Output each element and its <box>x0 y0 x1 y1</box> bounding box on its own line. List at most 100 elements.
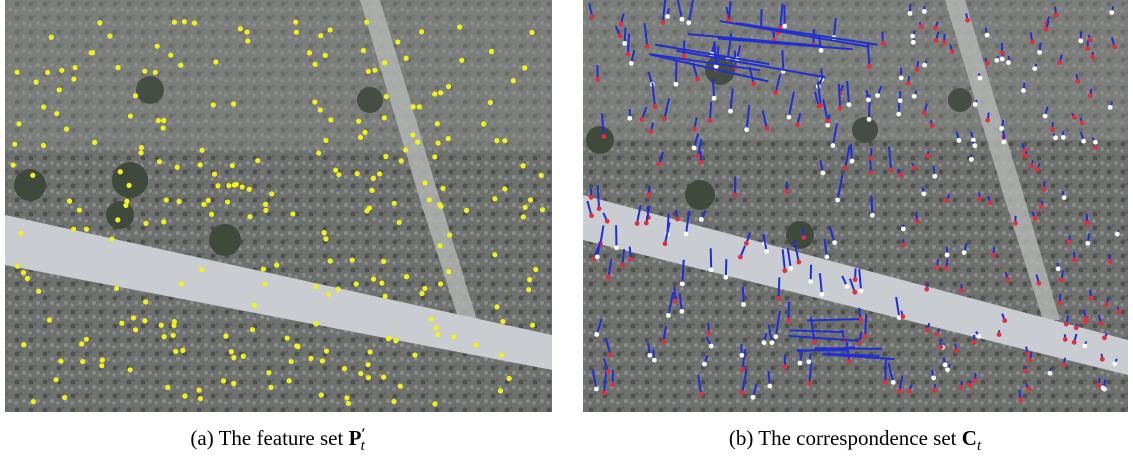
feature-point <box>143 299 148 304</box>
feature-point <box>403 147 408 152</box>
feature-point <box>540 207 545 212</box>
correspondence-point <box>590 14 595 19</box>
feature-point <box>155 44 160 49</box>
correspondence-point <box>1072 340 1077 345</box>
feature-point <box>54 111 59 116</box>
correspondence-point <box>652 104 657 109</box>
correspondence-point <box>1006 277 1011 282</box>
correspondence-point <box>645 44 650 49</box>
correspondence-point <box>900 314 905 319</box>
feature-point <box>109 236 114 241</box>
feature-point <box>433 325 438 330</box>
correspondence-point <box>1006 60 1011 65</box>
correspondence-point <box>776 296 781 301</box>
feature-point <box>14 70 19 75</box>
feature-point <box>198 396 203 401</box>
correspondence-point <box>798 361 803 366</box>
feature-point <box>323 236 328 241</box>
correspondence-point <box>597 206 602 211</box>
feature-point <box>397 220 402 225</box>
feature-point <box>247 187 252 192</box>
correspondence-point <box>921 191 926 196</box>
feature-point <box>358 371 363 376</box>
correspondence-point <box>646 192 651 197</box>
correspondence-point <box>1021 88 1026 93</box>
feature-point <box>383 294 388 299</box>
feature-point <box>499 353 504 358</box>
feature-point <box>165 385 170 390</box>
correspondence-point <box>973 102 978 107</box>
feature-point <box>432 91 437 96</box>
feature-point <box>523 205 528 210</box>
feature-point <box>173 349 178 354</box>
correspondence-point <box>919 24 924 29</box>
correspondence-point <box>723 275 728 280</box>
caption-b: (b) The correspondence set Ct <box>729 426 982 454</box>
correspondence-point <box>934 38 939 43</box>
correspondence-point <box>932 388 937 393</box>
feature-point <box>54 377 59 382</box>
feature-point <box>422 180 427 185</box>
correspondence-line <box>871 196 872 216</box>
feature-point <box>366 69 371 74</box>
correspondence-point <box>962 250 967 255</box>
feature-point <box>489 49 494 54</box>
correspondence-line <box>628 34 629 55</box>
feature-point <box>115 217 120 222</box>
correspondence-point <box>684 232 689 237</box>
correspondence-point <box>901 227 906 232</box>
feature-point <box>361 48 366 53</box>
correspondence-line <box>807 319 859 320</box>
correspondence-point <box>969 157 974 162</box>
feature-point <box>133 327 138 332</box>
correspondence-line <box>782 50 783 71</box>
feature-point <box>422 286 427 291</box>
correspondence-point <box>622 41 627 46</box>
correspondence-point <box>991 253 996 258</box>
feature-point <box>404 274 409 279</box>
caption-label: (b) <box>729 426 754 450</box>
feature-point <box>209 212 214 217</box>
feature-point <box>250 327 255 332</box>
feature-point <box>447 232 452 237</box>
correspondence-point <box>999 51 1004 56</box>
feature-point <box>289 359 294 364</box>
correspondence-point <box>1029 163 1034 168</box>
feature-point <box>71 76 76 81</box>
correspondence-point <box>985 61 990 66</box>
image-b <box>583 0 1128 412</box>
correspondence-point <box>692 146 697 151</box>
feature-point <box>411 104 416 109</box>
correspondence-point <box>891 380 896 385</box>
correspondence-point <box>764 249 769 254</box>
feature-point <box>438 204 443 209</box>
feature-point <box>47 317 52 322</box>
correspondence-point <box>764 126 769 131</box>
correspondence-point <box>606 275 611 280</box>
correspondence-point <box>635 221 640 226</box>
correspondence-point <box>899 172 904 177</box>
correspondence-point <box>1001 140 1006 145</box>
correspondence-point <box>959 288 964 293</box>
feature-point <box>488 100 493 105</box>
correspondence-line <box>839 84 840 109</box>
correspondence-line <box>726 259 727 277</box>
feature-point <box>114 286 119 291</box>
correspondence-point <box>954 348 959 353</box>
correspondence-point <box>1072 115 1077 120</box>
correspondence-point <box>620 263 625 268</box>
feature-point <box>354 281 359 286</box>
correspondence-point <box>782 24 787 29</box>
feature-point <box>192 20 197 25</box>
feature-point <box>457 24 462 29</box>
feature-point <box>328 258 333 263</box>
correspondence-point <box>741 302 746 307</box>
correspondence-point <box>795 123 800 128</box>
feature-point <box>391 399 396 404</box>
feature-point <box>118 169 123 174</box>
feature-point <box>324 348 329 353</box>
correspondence-point <box>972 340 977 345</box>
correspondence-point <box>911 40 916 45</box>
correspondence-point <box>988 201 993 206</box>
correspondence-point <box>1089 296 1094 301</box>
